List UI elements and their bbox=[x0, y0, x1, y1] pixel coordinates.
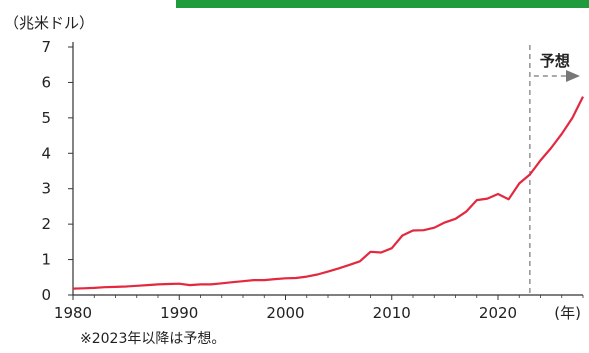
footnote: ※2023年以降は予想。 bbox=[80, 331, 226, 347]
y-tick-label: 4 bbox=[41, 144, 51, 162]
forecast-label: 予想 bbox=[540, 52, 570, 70]
x-tick-label: 1980 bbox=[54, 304, 92, 322]
x-tick-label: 2010 bbox=[373, 304, 411, 322]
y-tick-label: 3 bbox=[41, 180, 51, 198]
forecast-arrow-head bbox=[566, 70, 580, 82]
header-band bbox=[176, 0, 589, 8]
y-tick-label: 6 bbox=[41, 73, 51, 91]
y-tick-label: 0 bbox=[41, 286, 51, 304]
y-tick-label: 5 bbox=[41, 109, 51, 127]
x-tick-label: 2000 bbox=[266, 304, 304, 322]
x-axis-label: (年) bbox=[554, 304, 581, 322]
y-tick-label: 7 bbox=[41, 38, 51, 56]
y-tick-label: 1 bbox=[41, 251, 51, 269]
x-tick-label: 1990 bbox=[160, 304, 198, 322]
y-axis-unit-label: （兆米ドル） bbox=[4, 14, 95, 32]
x-tick-label: 2020 bbox=[479, 304, 517, 322]
y-tick-label: 2 bbox=[41, 215, 51, 233]
data-series-line bbox=[72, 96, 584, 290]
